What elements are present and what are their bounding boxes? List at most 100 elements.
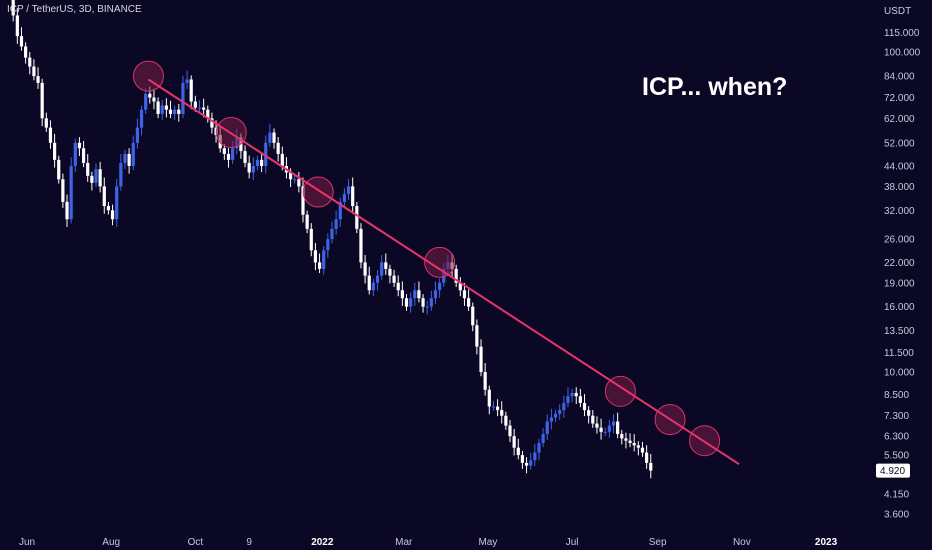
- chart-annotation: ICP... when?: [642, 73, 788, 101]
- time-tick-label: Aug: [102, 537, 120, 548]
- candle-body: [15, 15, 19, 37]
- candle-body: [168, 109, 173, 114]
- candle-body: [57, 159, 61, 180]
- price-tick-label: 10.000: [884, 367, 915, 378]
- candle-body: [338, 201, 342, 220]
- candle-body: [570, 392, 574, 397]
- time-tick-label: Jul: [566, 537, 579, 548]
- candle-body: [69, 166, 73, 220]
- candle-body: [409, 298, 413, 307]
- time-tick-label: Sep: [649, 537, 667, 548]
- candle-body: [417, 290, 421, 299]
- candle-body: [36, 76, 40, 83]
- candle-body: [152, 97, 156, 102]
- candle-body: [260, 159, 264, 167]
- candle-body: [305, 214, 309, 229]
- candle-body: [276, 142, 280, 154]
- candle-body: [562, 402, 566, 411]
- candle-body: [375, 275, 380, 283]
- candle-body: [537, 442, 541, 453]
- candle-body: [371, 282, 375, 291]
- candle-body: [520, 455, 525, 463]
- candle-body: [81, 148, 86, 163]
- candle-body: [119, 162, 123, 187]
- candle-body: [231, 148, 235, 160]
- candle-body: [367, 275, 371, 291]
- candle-body: [545, 421, 549, 435]
- candle-series: [11, 0, 653, 479]
- price-tick-label: 11.500: [884, 348, 914, 359]
- candle-body: [65, 201, 69, 220]
- candle-body: [649, 462, 653, 471]
- candle-body: [595, 423, 599, 428]
- candle-body: [317, 262, 322, 269]
- candle-body: [500, 410, 504, 416]
- candle-body: [160, 105, 164, 114]
- candle-body: [139, 109, 144, 128]
- candle-body: [603, 431, 607, 433]
- candle-body: [28, 57, 32, 67]
- candle-body: [106, 206, 111, 211]
- candle-body: [636, 445, 640, 448]
- candle-body: [115, 186, 119, 220]
- candle-body: [177, 109, 181, 114]
- candle-body: [255, 159, 260, 167]
- candle-body: [144, 93, 148, 110]
- time-tick-label: 2022: [311, 537, 334, 548]
- last-price-badge-bg: [876, 463, 910, 478]
- trendline: [147, 78, 740, 466]
- price-tick-label: 13.500: [884, 326, 915, 337]
- candle-body: [491, 406, 496, 408]
- time-tick-label: Nov: [733, 537, 751, 548]
- candle-body: [280, 153, 284, 167]
- price-tick-label: 26.000: [884, 235, 915, 246]
- price-tick-label: 62.000: [884, 114, 915, 125]
- candle-body: [73, 142, 77, 167]
- candle-body: [110, 210, 115, 220]
- price-tick-label: 32.000: [884, 206, 915, 217]
- candle-body: [553, 413, 558, 418]
- candle-body: [181, 82, 185, 114]
- candle-body: [247, 162, 251, 173]
- price-axis[interactable]: USDT 115.000 100.000 84.000 72.000 62.000 52.…: [884, 6, 921, 520]
- candle-body: [645, 452, 649, 463]
- trendline-touch-circle: [604, 375, 636, 407]
- candle-body: [454, 268, 458, 283]
- candle-body: [380, 262, 384, 276]
- price-tick-label: 8.500: [884, 390, 909, 401]
- candle-body: [156, 101, 160, 114]
- candle-body: [131, 142, 135, 167]
- candle-body: [330, 228, 334, 240]
- candle-body: [326, 239, 330, 251]
- candle-body: [495, 406, 500, 411]
- price-tick-label: 4.150: [884, 490, 909, 501]
- candle-body: [148, 93, 152, 98]
- candle-body: [355, 206, 359, 229]
- candle-body: [334, 219, 338, 229]
- symbol-label[interactable]: ICP / TetherUS, 3D, BINANCE: [7, 4, 142, 15]
- price-tick-label: 19.000: [884, 278, 915, 289]
- candle-body: [197, 107, 202, 109]
- candle-body: [582, 402, 587, 411]
- candle-body: [32, 66, 36, 77]
- candle-body: [251, 166, 255, 173]
- candle-body: [392, 275, 396, 283]
- candle-body: [313, 250, 318, 263]
- candle-body: [587, 410, 591, 416]
- candle-body: [363, 262, 367, 276]
- candle-body: [467, 298, 471, 307]
- candle-body: [206, 109, 210, 119]
- candle-body: [574, 392, 578, 397]
- candle-body: [24, 46, 28, 58]
- price-tick-label: 100.000: [884, 47, 921, 58]
- candle-body: [243, 151, 247, 163]
- candle-body: [404, 298, 409, 307]
- candle-body: [301, 186, 305, 215]
- time-axis[interactable]: Jun Aug Oct 9 2022 Mar May Jul Sep Nov 2023: [19, 537, 838, 548]
- candle-body: [433, 290, 438, 299]
- time-tick-label: Jun: [19, 537, 35, 548]
- candle-body: [475, 325, 479, 347]
- candle-body: [210, 118, 214, 128]
